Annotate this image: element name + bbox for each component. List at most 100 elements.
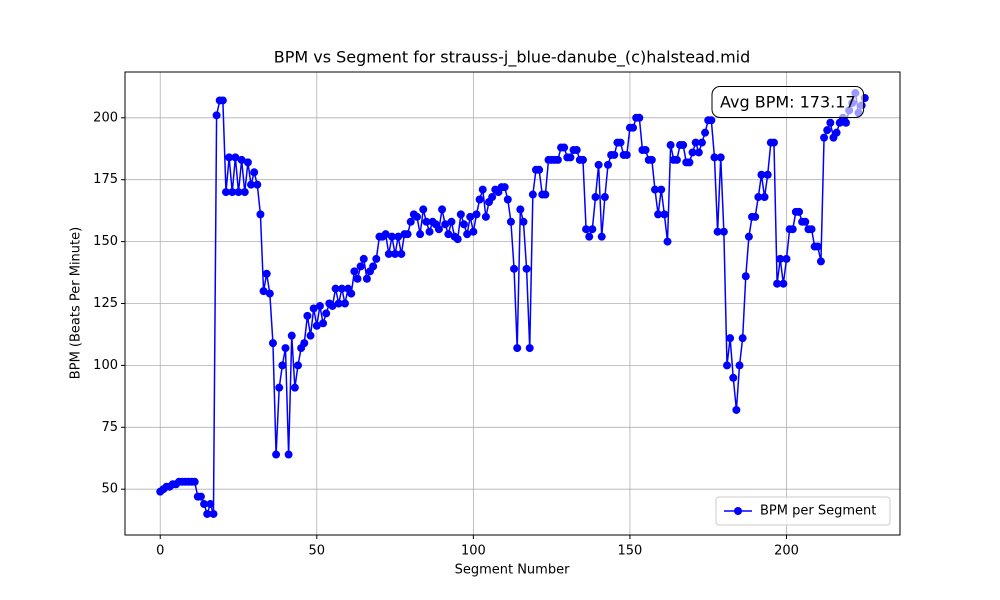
data-point	[585, 232, 594, 241]
data-point	[319, 319, 328, 328]
data-point	[719, 227, 728, 236]
annotation-box	[711, 86, 865, 118]
data-point	[738, 334, 747, 343]
data-point	[732, 405, 741, 414]
data-point	[231, 153, 240, 162]
data-point	[629, 123, 638, 132]
data-point	[510, 264, 519, 273]
data-point	[391, 249, 400, 258]
data-point	[234, 188, 243, 197]
data-point	[763, 170, 772, 179]
data-point	[372, 254, 381, 263]
data-point	[782, 254, 791, 263]
data-point	[813, 242, 822, 251]
data-point	[250, 168, 259, 177]
data-point	[441, 220, 450, 229]
data-point	[528, 190, 537, 199]
data-point	[578, 155, 587, 164]
data-point	[503, 195, 512, 204]
data-point	[820, 133, 829, 142]
data-point	[832, 128, 841, 137]
y-tick-label: 175	[93, 172, 118, 187]
data-point	[334, 299, 343, 308]
data-point	[422, 217, 431, 226]
data-point	[691, 138, 700, 147]
data-point	[425, 227, 434, 236]
data-point	[322, 309, 331, 318]
data-point	[516, 205, 525, 214]
data-point	[475, 195, 484, 204]
legend-box	[715, 496, 891, 526]
x-axis-label: Segment Number	[455, 563, 571, 578]
data-point	[582, 225, 591, 234]
data-point	[647, 155, 656, 164]
x-tick-label: 50	[309, 544, 326, 559]
data-point	[729, 373, 738, 382]
data-point	[369, 262, 378, 271]
data-point	[434, 225, 443, 234]
data-point	[225, 153, 234, 162]
plot-frame	[124, 71, 901, 536]
data-point	[744, 232, 753, 241]
data-point	[679, 141, 688, 150]
data-point	[340, 299, 349, 308]
data-point	[588, 225, 597, 234]
data-point	[694, 148, 703, 157]
data-point	[240, 188, 249, 197]
data-point	[359, 254, 368, 263]
x-tick-label: 100	[461, 544, 486, 559]
x-tick-label: 150	[618, 544, 643, 559]
data-point	[722, 361, 731, 370]
data-point	[506, 217, 515, 226]
data-point	[247, 180, 256, 189]
data-point	[604, 160, 613, 169]
data-point	[779, 279, 788, 288]
data-point	[841, 118, 850, 127]
data-point	[200, 500, 209, 509]
data-point	[801, 217, 810, 226]
data-point	[190, 477, 199, 486]
data-point	[735, 361, 744, 370]
data-point	[519, 217, 528, 226]
annotation: Avg BPM: 173.17	[720, 93, 856, 112]
data-point	[741, 272, 750, 281]
data-point	[384, 249, 393, 258]
legend-marker	[734, 507, 742, 515]
data-point	[300, 339, 309, 348]
data-point	[206, 500, 215, 509]
data-point	[666, 141, 675, 150]
data-point	[600, 193, 609, 202]
data-point	[513, 344, 522, 353]
data-point	[591, 193, 600, 202]
y-tick-label: 75	[101, 420, 118, 435]
data-point	[469, 227, 478, 236]
data-point	[697, 138, 706, 147]
data-point	[594, 160, 603, 169]
data-point	[663, 237, 672, 246]
data-point	[453, 235, 462, 244]
data-point	[751, 212, 760, 221]
data-point	[290, 383, 299, 392]
data-point	[654, 210, 663, 219]
data-point	[657, 185, 666, 194]
data-point	[328, 301, 337, 310]
data-point	[456, 210, 465, 219]
data-point	[306, 331, 315, 340]
data-point	[795, 207, 804, 216]
data-point	[209, 509, 218, 518]
data-line	[159, 92, 866, 517]
data-point	[353, 274, 362, 283]
y-axis-label: BPM (Beats Per Minute)	[69, 227, 84, 379]
data-point	[466, 212, 475, 221]
chart-title: BPM vs Segment for strauss-j_blue-danube…	[274, 48, 751, 68]
data-point	[726, 334, 735, 343]
data-point	[275, 383, 284, 392]
data-point	[788, 225, 797, 234]
data-point	[412, 212, 421, 221]
data-point	[572, 145, 581, 154]
data-point	[262, 269, 271, 278]
data-point	[754, 193, 763, 202]
data-point	[419, 205, 428, 214]
data-point	[760, 193, 769, 202]
